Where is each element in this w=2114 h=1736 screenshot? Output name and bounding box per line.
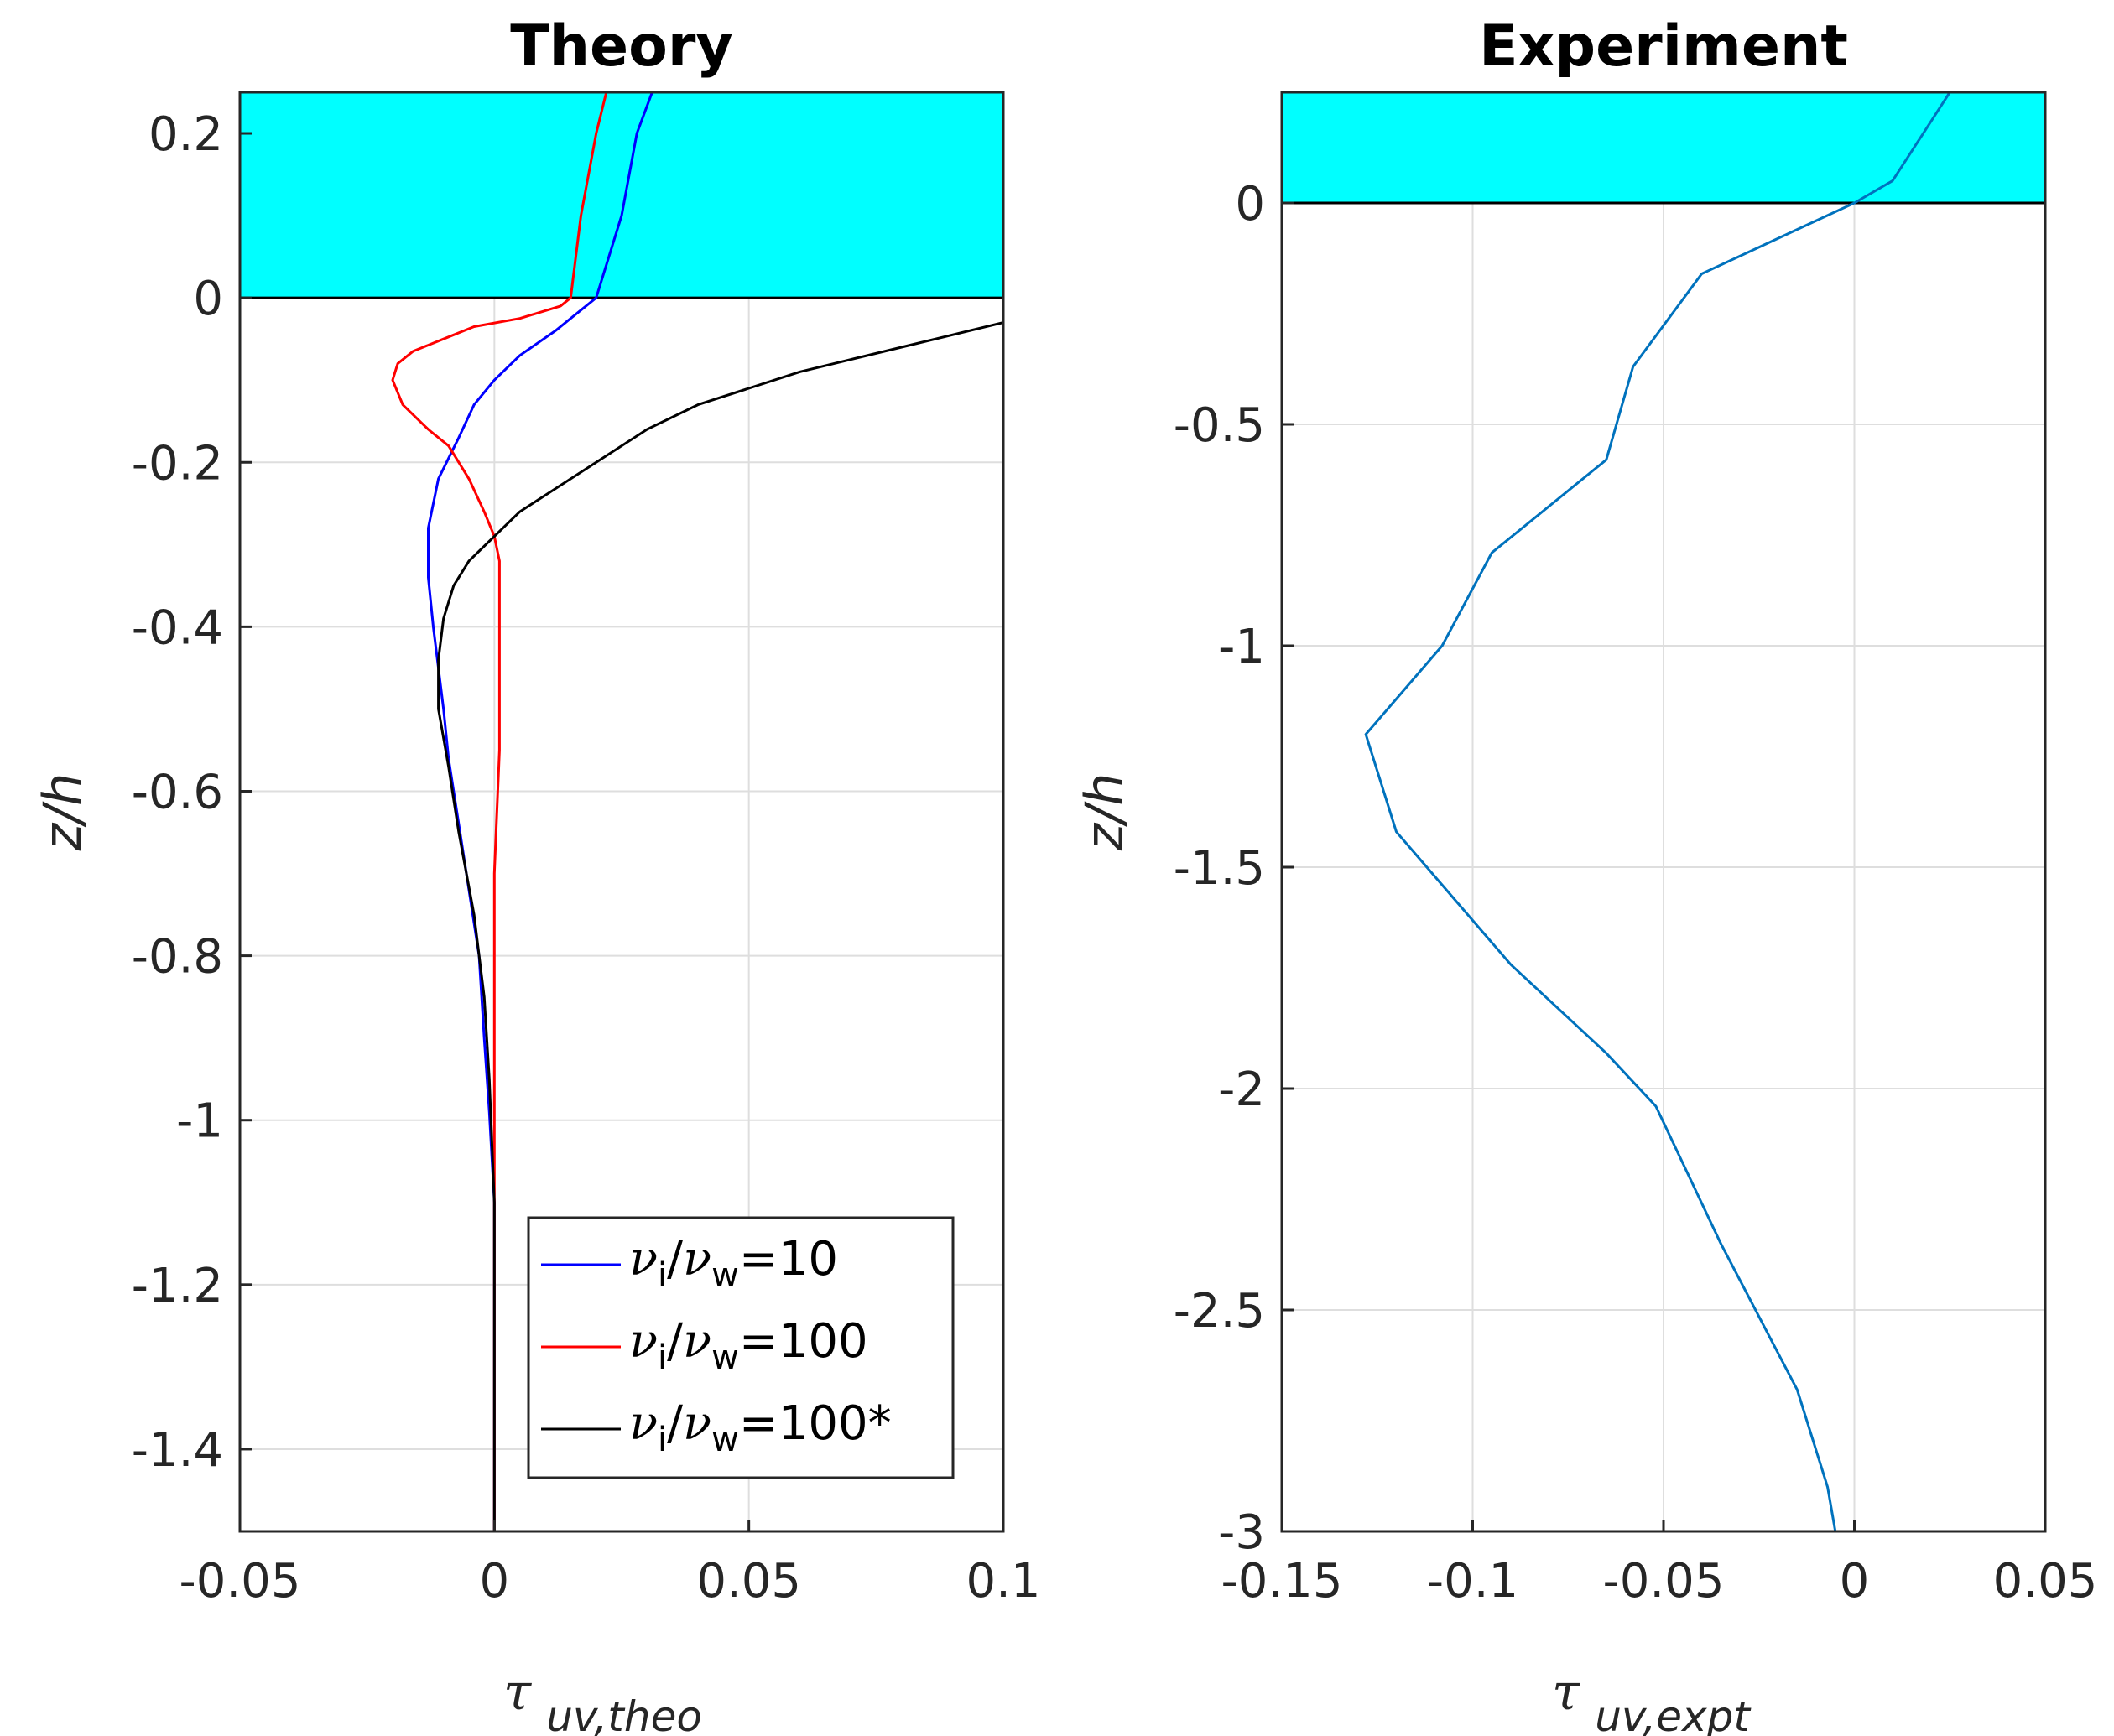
experiment-series-group [1364,91,1951,1532]
legend-entry: νi/νw=100* [541,1396,892,1459]
y-tick-label: -0.2 [132,436,223,491]
y-tick-label: -0.6 [132,765,223,819]
y-tick-label: -2 [1218,1063,1265,1117]
x-tick-label: -0.05 [1603,1554,1725,1609]
y-tick-label: -1.4 [132,1423,223,1478]
experiment-tick-group: -0.15 -0.1 -0.05 0 0.05 0 -0.5 -1 -1.5 -2 -2.5 -3 [1174,177,2098,1609]
theory-tick-group: -0.05 0 0.05 0.1 0.2 0 -0.2 -0.4 -0.6 -0.8 -1 -1.2 -… [132,107,1041,1609]
y-tick-label: -0.5 [1174,398,1265,453]
legend-label: νi/νw=100* [629,1396,892,1459]
y-tick-label: 0 [193,272,223,326]
series-line [437,321,1004,1531]
experiment-xlabel: τ uv,expt [1552,1663,1752,1736]
experiment-ylabel: z/h [1074,773,1135,852]
theory-panel: -0.05 0 0.05 0.1 0.2 0 -0.2 -0.4 -0.6 -0.8 -1 -1.2 -… [32,13,1041,1736]
experiment-xlabel-tau: τ [1552,1663,1580,1722]
series-line [1364,91,1951,1532]
experiment-xlabel-sub: uv,expt [1595,1692,1752,1736]
y-tick-label: -2.5 [1174,1284,1265,1338]
legend-entry: νi/νw=10 [541,1232,838,1295]
experiment-panel: -0.15 -0.1 -0.05 0 0.05 0 -0.5 -1 -1.5 -2 -2.5 -3 E… [1074,13,2097,1736]
x-tick-label: 0 [1840,1554,1870,1609]
theory-xlabel-sub: uv,theo [546,1692,702,1736]
y-tick-label: -1 [176,1094,223,1149]
y-tick-label: -1 [1218,620,1265,674]
theory-shaded-region [238,91,1005,299]
theory-title: Theory [510,13,733,80]
x-tick-label: 0.05 [1993,1554,2098,1609]
x-tick-label: -0.05 [180,1554,301,1609]
y-tick-label: -3 [1218,1505,1265,1560]
experiment-shaded-region [1280,91,2047,205]
theory-legend: νi/νw=10 νi/νw=100 νi/νw=100* [527,1216,955,1479]
theory-axes-box [238,91,1005,1533]
y-tick-label: -0.8 [132,930,223,985]
y-tick-label: 0 [1235,177,1265,231]
legend-entry: νi/νw=100 [541,1314,868,1377]
experiment-title: Experiment [1479,13,1848,80]
x-tick-label: 0.1 [966,1554,1040,1609]
y-tick-label: 0.2 [148,107,223,162]
theory-xlabel-tau: τ [503,1663,532,1722]
y-tick-label: -1.5 [1174,841,1265,896]
y-tick-label: -1.2 [132,1259,223,1313]
x-tick-label: -0.15 [1221,1554,1343,1609]
x-tick-label: 0.05 [696,1554,801,1609]
series-line [427,91,653,1531]
x-tick-label: -0.1 [1427,1554,1518,1609]
legend-label: νi/νw=10 [629,1232,838,1295]
theory-xlabel: τ uv,theo [503,1663,702,1736]
legend-label: νi/νw=100 [629,1314,868,1377]
x-tick-label: 0 [480,1554,510,1609]
series-line [391,91,608,1531]
theory-series-group [391,91,1004,1531]
y-tick-label: -0.4 [132,600,223,655]
theory-gridlines [239,92,1004,1531]
theory-ylabel: z/h [32,773,93,852]
